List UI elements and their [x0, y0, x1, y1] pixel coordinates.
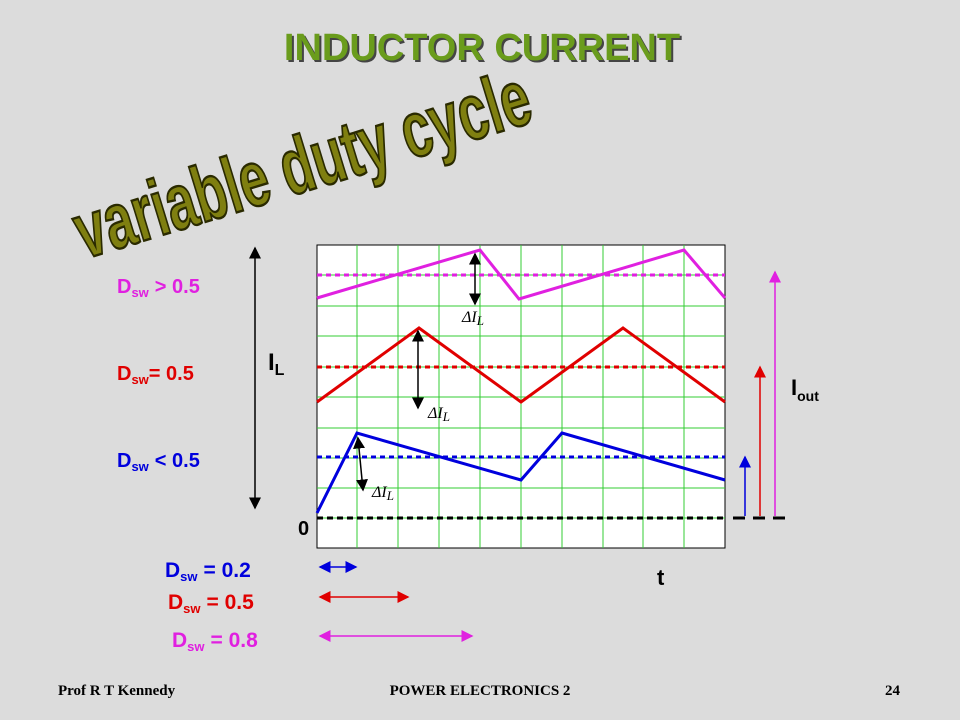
title-shadow: INDUCTOR CURRENT: [286, 29, 682, 71]
duty-label: Dsw = 0.2: [165, 559, 251, 584]
ripple-label: ΔIL: [461, 309, 484, 328]
text-part: = 0.2: [204, 559, 251, 582]
footer-author: Prof R T Kennedy: [58, 683, 176, 699]
footer-page: 24: [885, 683, 901, 699]
footer-course: POWER ELECTRONICS 2: [390, 683, 571, 699]
text-part: D: [168, 591, 183, 614]
text-part: D: [117, 450, 131, 472]
title: INDUCTOR CURRENT: [284, 27, 680, 69]
text-part: sw: [131, 285, 149, 300]
output-label: Iout: [791, 375, 819, 404]
text-part: sw: [180, 569, 198, 584]
text-part: L: [442, 409, 450, 424]
text-part: ΔI: [461, 309, 477, 326]
x-axis-label: t: [657, 565, 665, 590]
text-part: = 0.5: [207, 591, 255, 614]
waveform-label: Dsw= 0.5: [117, 363, 194, 387]
text-part: sw: [131, 372, 149, 387]
text-part: ΔI: [427, 405, 443, 422]
wave-red: [316, 326, 726, 404]
text-part: sw: [131, 459, 149, 474]
text-part: out: [797, 388, 819, 404]
wave-magenta: [316, 248, 727, 301]
text-part: L: [386, 488, 394, 503]
waveforms: [315, 248, 792, 520]
ripple-label: ΔIL: [427, 405, 450, 424]
text-part: ΔI: [371, 484, 387, 501]
text-part: sw: [187, 639, 205, 654]
text-part: sw: [183, 601, 201, 616]
text-part: = 0.5: [149, 363, 194, 385]
duty-label: Dsw = 0.5: [168, 591, 254, 616]
text-part: L: [275, 362, 285, 379]
text-part: D: [165, 559, 180, 582]
text-part: D: [117, 276, 131, 298]
text-part: I: [791, 375, 797, 400]
text-part: D: [172, 629, 187, 652]
text-part: = 0.8: [211, 629, 259, 652]
ripple-arrow: [353, 436, 368, 492]
waveform-label: Dsw > 0.5: [117, 276, 200, 300]
y-axis-label: IL: [268, 349, 285, 379]
origin-label: 0: [298, 518, 309, 540]
waveform-label: Dsw < 0.5: [117, 450, 200, 474]
arrows: [249, 246, 781, 642]
ripple-label: ΔIL: [371, 484, 394, 503]
wave-blue: [315, 431, 726, 514]
text-part: > 0.5: [155, 276, 200, 298]
subtitle: variable duty cycle: [63, 53, 541, 276]
duty-label: Dsw = 0.8: [172, 629, 258, 654]
text-part: D: [117, 363, 131, 385]
text-part: L: [476, 313, 484, 328]
text-part: < 0.5: [155, 450, 200, 472]
text-part: I: [268, 349, 275, 376]
